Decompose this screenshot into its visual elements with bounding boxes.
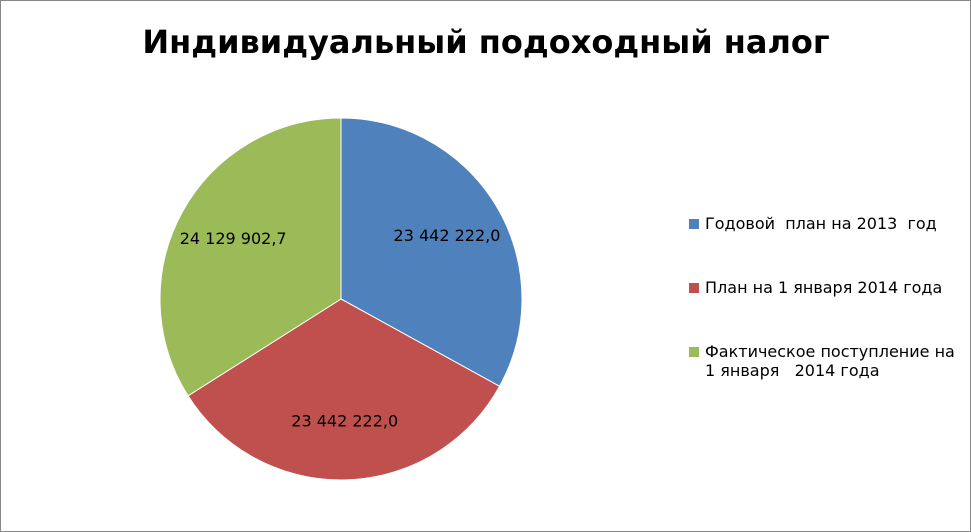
legend-swatch	[689, 219, 699, 229]
legend-label: План на 1 января 2014 года	[705, 278, 943, 297]
legend-item: Годовой план на 2013 год	[689, 214, 959, 233]
legend-item: План на 1 января 2014 года	[689, 278, 959, 297]
data-label: 23 442 222,0	[394, 226, 501, 245]
pie-slice	[340, 117, 523, 387]
chart-title: Индивидуальный подоходный налог	[142, 23, 829, 61]
pie-slice	[187, 298, 501, 481]
legend-item: Фактическое поступление на 1 января 2014…	[689, 342, 959, 380]
legend-swatch	[689, 283, 699, 293]
pie-slice	[159, 117, 342, 397]
data-label: 23 442 222,0	[291, 412, 398, 431]
legend-label: Годовой план на 2013 год	[705, 214, 937, 233]
legend-swatch	[689, 347, 699, 357]
legend-label: Фактическое поступление на 1 января 2014…	[705, 342, 966, 380]
data-label: 24 129 902,7	[180, 229, 287, 248]
